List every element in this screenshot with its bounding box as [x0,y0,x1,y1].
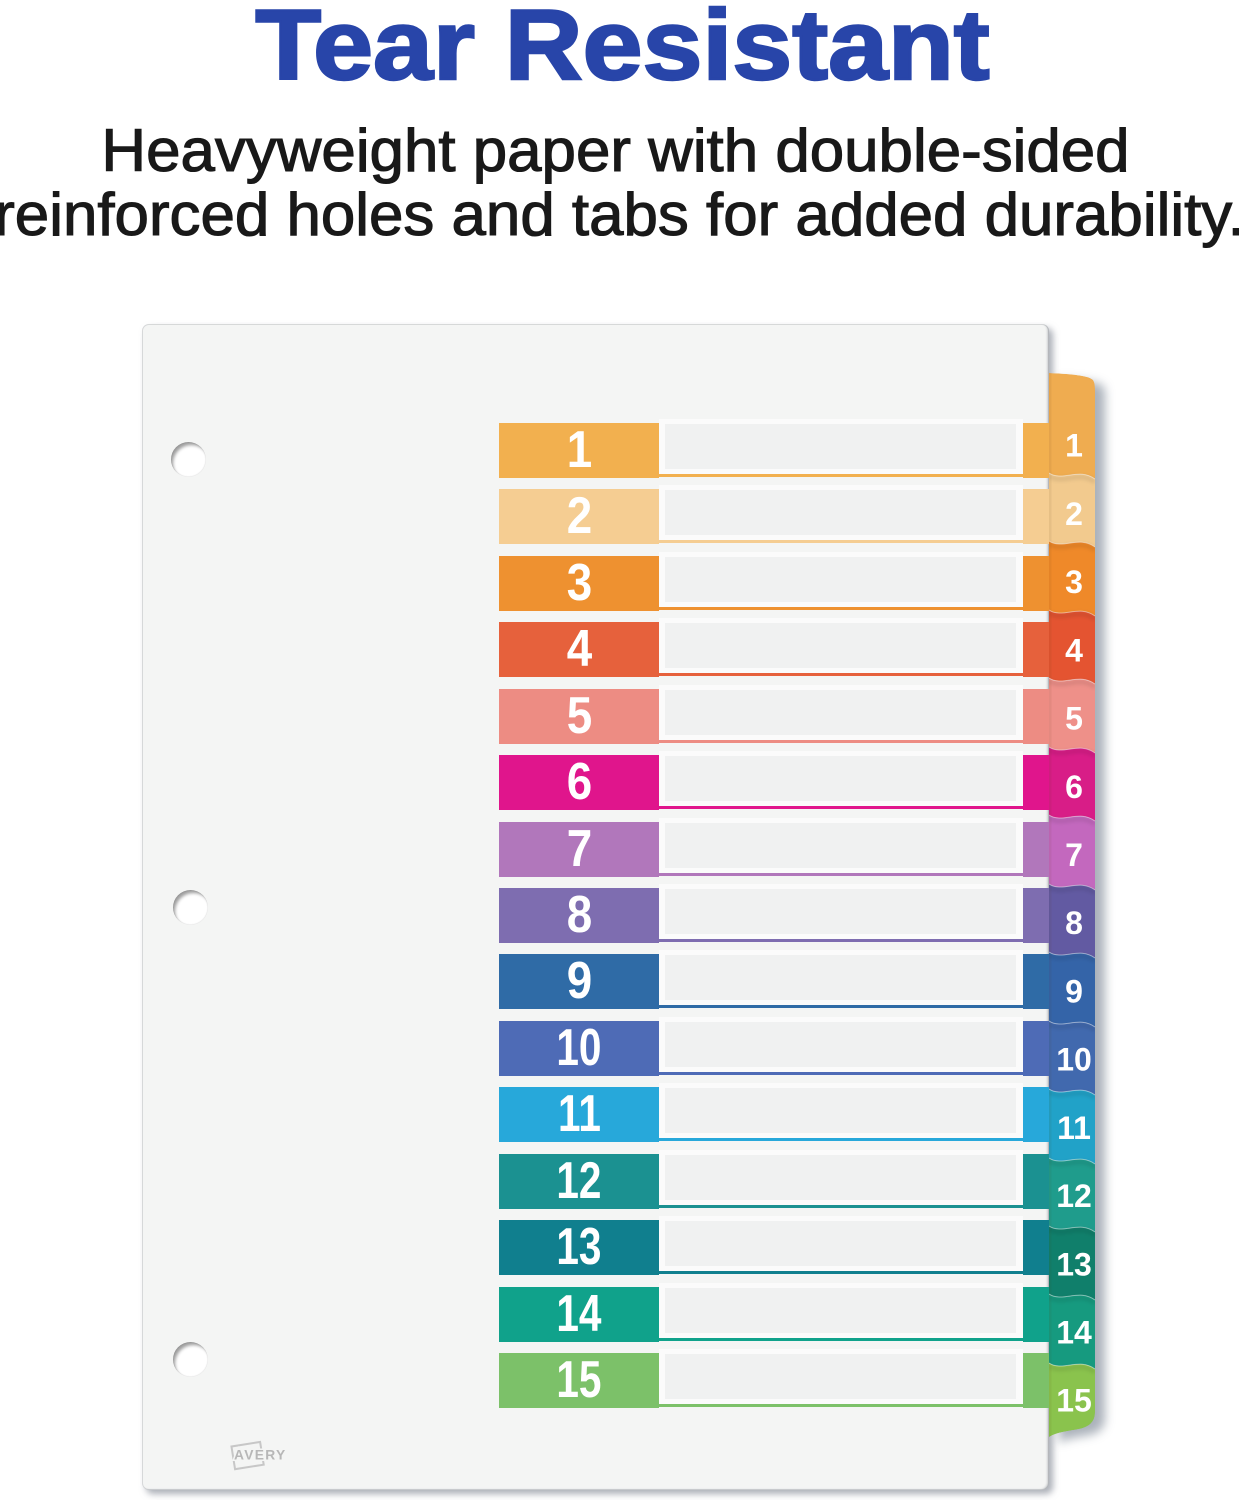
svg-text:5: 5 [1065,701,1083,737]
svg-text:10: 10 [1056,1042,1092,1078]
svg-text:14: 14 [1056,1315,1092,1351]
svg-text:7: 7 [1065,837,1083,873]
svg-text:13: 13 [1056,1246,1092,1282]
svg-text:11: 11 [1057,1110,1091,1146]
svg-text:1: 1 [1065,428,1083,464]
svg-text:6: 6 [1065,769,1083,805]
svg-text:12: 12 [1056,1178,1092,1214]
svg-text:2: 2 [1065,496,1083,532]
svg-text:4: 4 [1065,632,1083,668]
svg-text:AVERY: AVERY [234,1448,287,1463]
svg-text:3: 3 [1065,564,1083,600]
svg-text:15: 15 [1056,1383,1092,1419]
svg-text:8: 8 [1065,905,1083,941]
svg-text:9: 9 [1065,973,1083,1009]
